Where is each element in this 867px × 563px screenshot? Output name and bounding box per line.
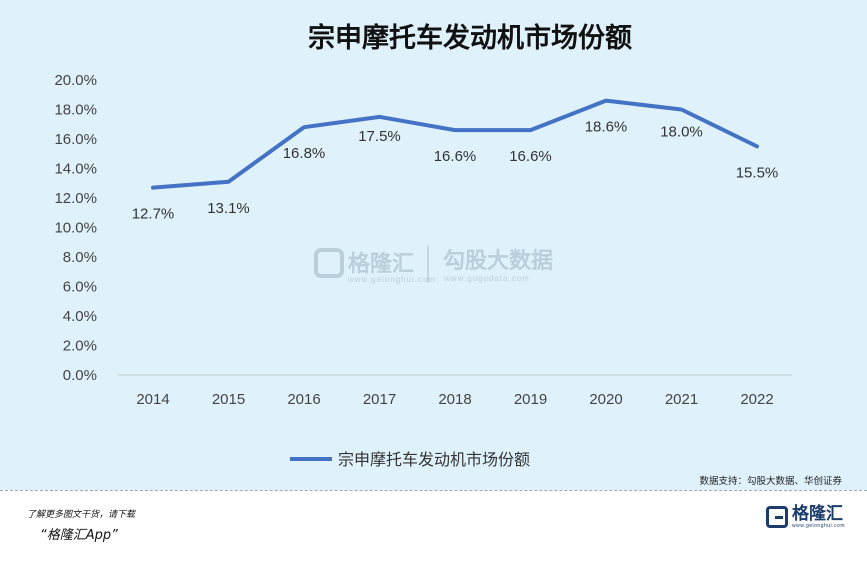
legend-label: 宗申摩托车发动机市场份额 [338, 450, 530, 469]
data-label: 13.1% [207, 200, 250, 217]
x-tick-label: 2020 [589, 391, 622, 408]
y-tick-label: 12.0% [54, 190, 97, 207]
chart-title: 宗申摩托车发动机市场份额 [308, 22, 632, 54]
data-label: 12.7% [132, 206, 175, 223]
y-tick-label: 0.0% [63, 367, 97, 384]
footer-download-hint: 了解更多图文干货，请下载 [27, 510, 136, 520]
x-axis: 2014 2015 2016 2017 2018 2019 2020 2021 2022 [136, 391, 773, 408]
x-tick-label: 2022 [740, 391, 773, 408]
y-tick-label: 4.0% [63, 308, 97, 325]
legend: 宗申摩托车发动机市场份额 [290, 450, 530, 469]
chart: 宗申摩托车发动机市场份额 格隆汇 www.gelonghui.com 勾股大数据… [54, 22, 842, 487]
watermark: 格隆汇 www.gelonghui.com 勾股大数据 www.gogudata… [314, 246, 553, 284]
y-axis: 0.0% 2.0% 4.0% 6.0% 8.0% 10.0% 12.0% 14.0% 16.0%… [54, 72, 97, 384]
y-tick-label: 2.0% [63, 338, 97, 355]
y-tick-label: 6.0% [63, 279, 97, 296]
x-tick-label: 2016 [287, 391, 320, 408]
x-tick-label: 2018 [438, 391, 471, 408]
watermark-brand-url: www.gelonghui.com [347, 275, 436, 284]
watermark-brand: 格隆汇 [348, 251, 414, 277]
data-label: 17.5% [358, 128, 401, 145]
footer: 了解更多图文干货，请下载 “格隆汇App” 格隆汇 www.gelonghui.… [0, 490, 867, 563]
logo-icon [766, 506, 789, 528]
source-note: 数据支持：勾股大数据、华创证券 [699, 475, 842, 487]
y-tick-label: 14.0% [54, 161, 97, 178]
data-label: 18.0% [660, 124, 703, 141]
x-tick-label: 2014 [136, 391, 169, 408]
y-tick-label: 18.0% [54, 102, 97, 119]
footer-logo: 格隆汇 www.gelonghui.com [766, 505, 845, 529]
data-labels: 12.7% 13.1% 16.8% 17.5% 16.6% 16.6% 18.6% 18.0%… [132, 119, 779, 223]
logo-url: www.gelonghui.com [792, 523, 845, 529]
x-tick-label: 2021 [665, 391, 698, 408]
data-label: 16.6% [434, 148, 477, 165]
watermark-data-brand: 勾股大数据 [443, 248, 553, 274]
y-tick-label: 16.0% [54, 131, 97, 148]
watermark-logo-icon [314, 248, 344, 278]
data-label: 15.5% [736, 164, 779, 181]
footer-app-name: “格隆汇App” [40, 528, 118, 543]
data-label: 18.6% [585, 119, 628, 136]
data-label: 16.8% [283, 145, 326, 162]
x-tick-label: 2019 [514, 391, 547, 408]
series-line [151, 98, 759, 190]
watermark-data-url: www.gogudata.com [443, 274, 530, 283]
data-label: 16.6% [509, 148, 552, 165]
x-tick-label: 2015 [212, 391, 245, 408]
x-tick-label: 2017 [363, 391, 396, 408]
y-tick-label: 8.0% [63, 249, 97, 266]
logo-text: 格隆汇 [792, 504, 844, 524]
y-tick-label: 10.0% [54, 220, 97, 237]
y-tick-label: 20.0% [54, 72, 97, 89]
